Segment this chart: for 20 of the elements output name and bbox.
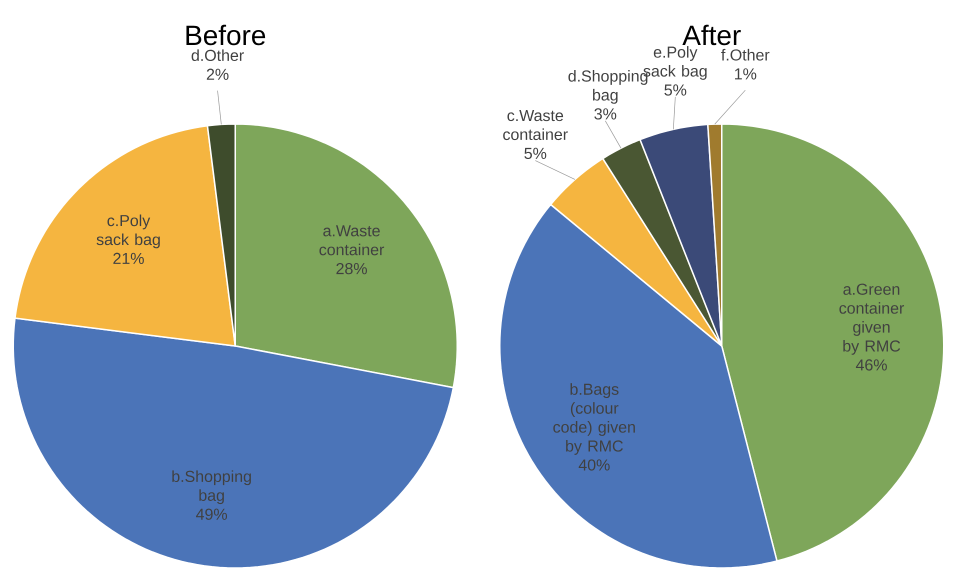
slice-label: a.Waste container bbox=[319, 225, 384, 256]
slice-label: b.Shopping bag bbox=[172, 470, 251, 504]
data-label: 40% bbox=[578, 459, 610, 471]
slice-label: c.Poly sack bag bbox=[96, 214, 160, 248]
data-label: 2% bbox=[206, 68, 229, 80]
data-label: 5% bbox=[524, 148, 546, 160]
data-label: 5% bbox=[664, 84, 686, 96]
slice-label: d.Other bbox=[192, 49, 244, 62]
chart-title: Before bbox=[186, 24, 266, 46]
data-label: 1% bbox=[735, 68, 756, 80]
data-label: 21% bbox=[113, 252, 144, 264]
slice-label: a.Green container given by RMC bbox=[839, 284, 904, 355]
data-label: 28% bbox=[336, 262, 367, 274]
data-label: 3% bbox=[594, 108, 616, 120]
slice-label: b.Bags (colour code) given by RMC bbox=[553, 383, 635, 455]
data-label: 49% bbox=[196, 508, 228, 520]
chart-title: After bbox=[682, 24, 741, 46]
slice-label: f.Other bbox=[721, 48, 770, 61]
slice-label: c.Waste container bbox=[503, 110, 568, 140]
data-label: 46% bbox=[856, 359, 887, 371]
